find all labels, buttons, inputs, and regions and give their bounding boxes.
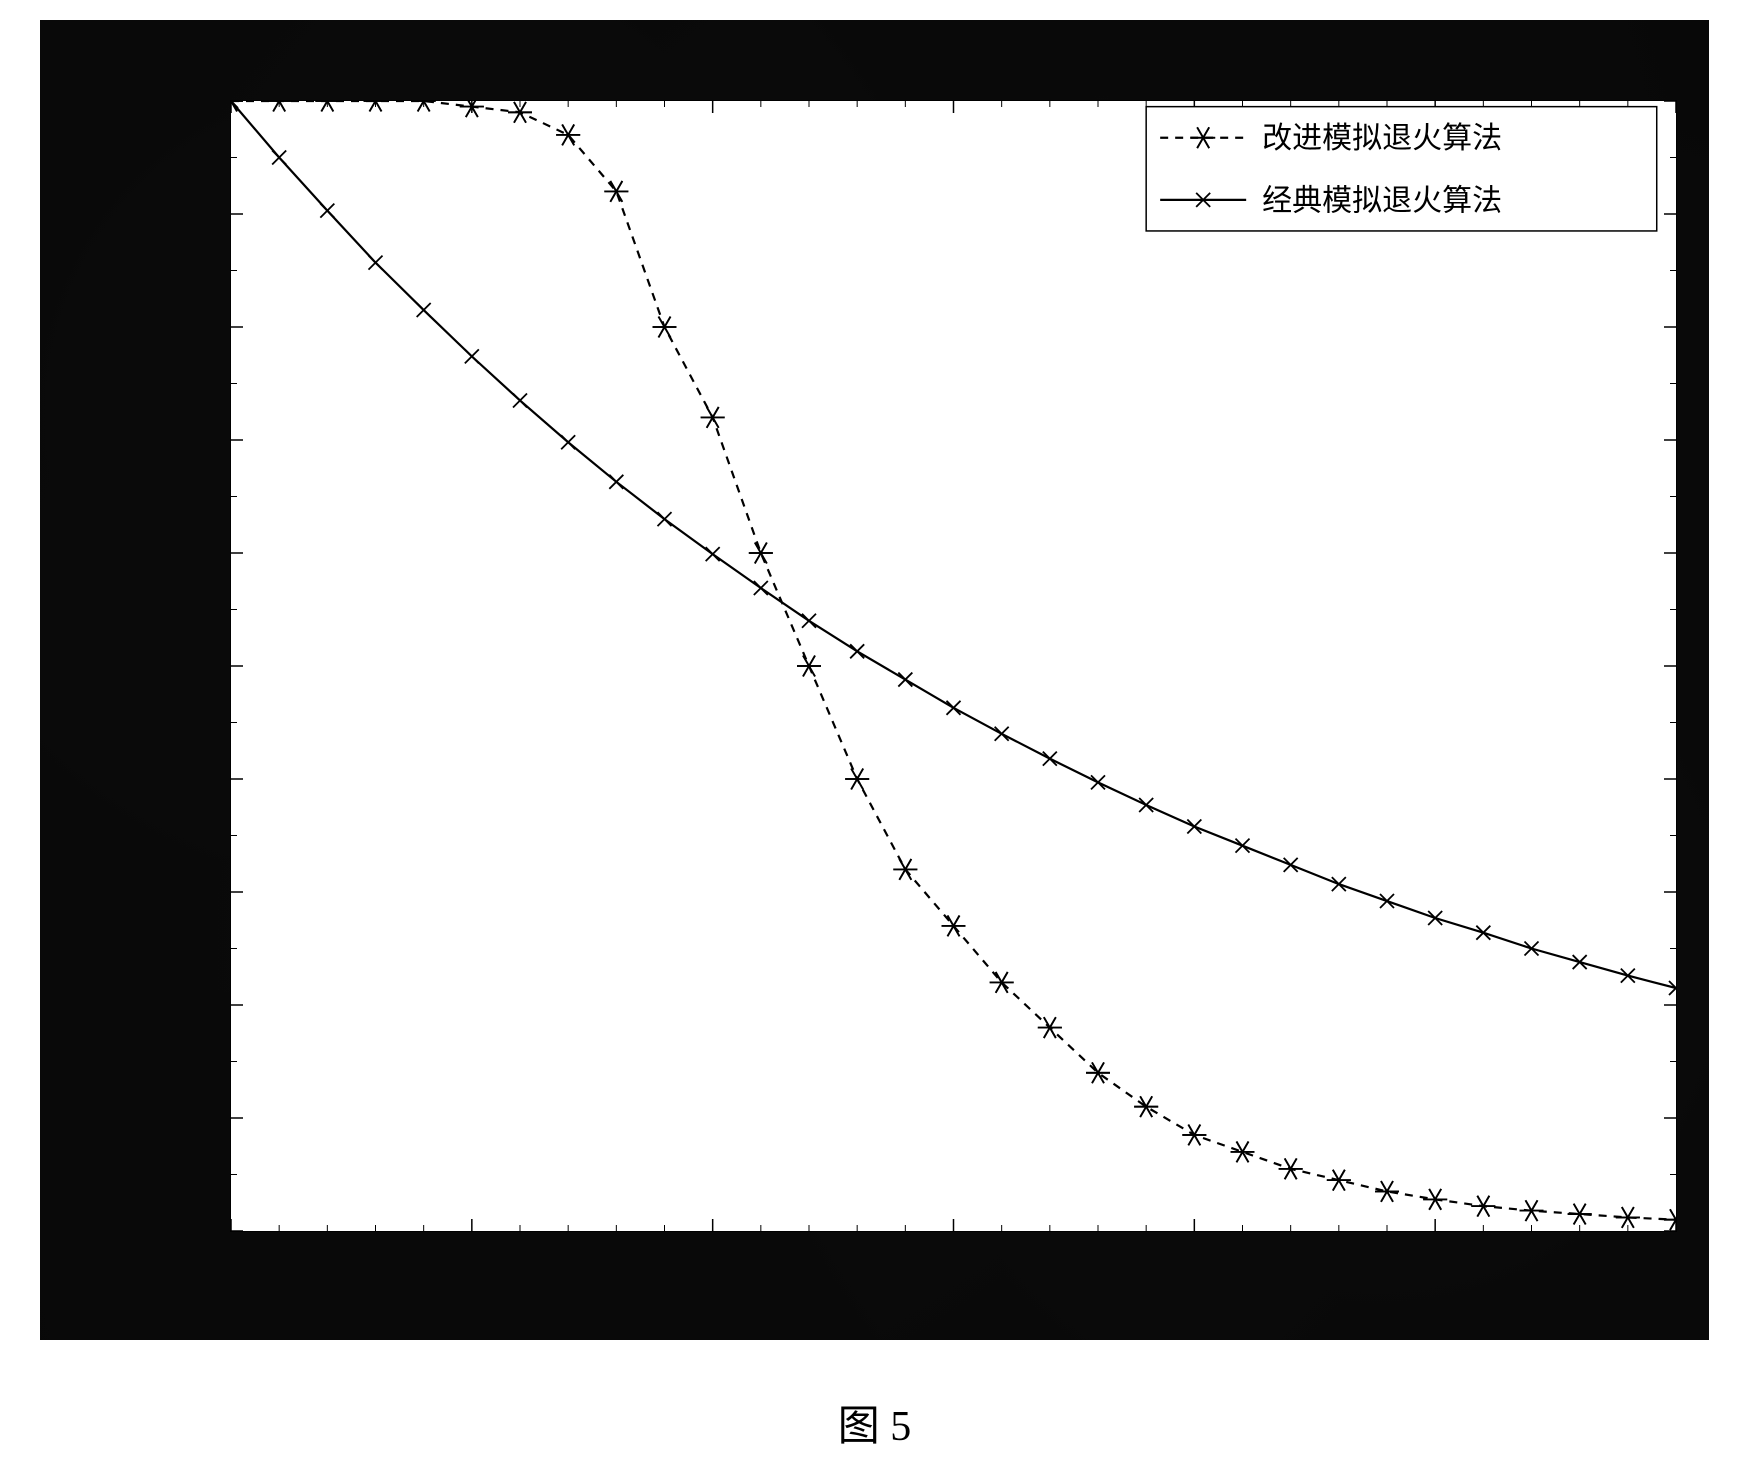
figure-frame: 改进模拟退火算法经典模拟退火算法 — [40, 20, 1709, 1340]
page: 改进模拟退火算法经典模拟退火算法 图 5 — [0, 0, 1749, 1466]
figure-caption: 图 5 — [0, 1392, 1749, 1453]
series-improved — [231, 101, 1676, 1220]
series-classic — [231, 101, 1676, 988]
plot-area: 改进模拟退火算法经典模拟退火算法 — [230, 100, 1677, 1232]
legend-label: 改进模拟退火算法 — [1262, 122, 1502, 155]
legend-label: 经典模拟退火算法 — [1262, 184, 1502, 217]
chart-svg: 改进模拟退火算法经典模拟退火算法 — [231, 101, 1676, 1231]
